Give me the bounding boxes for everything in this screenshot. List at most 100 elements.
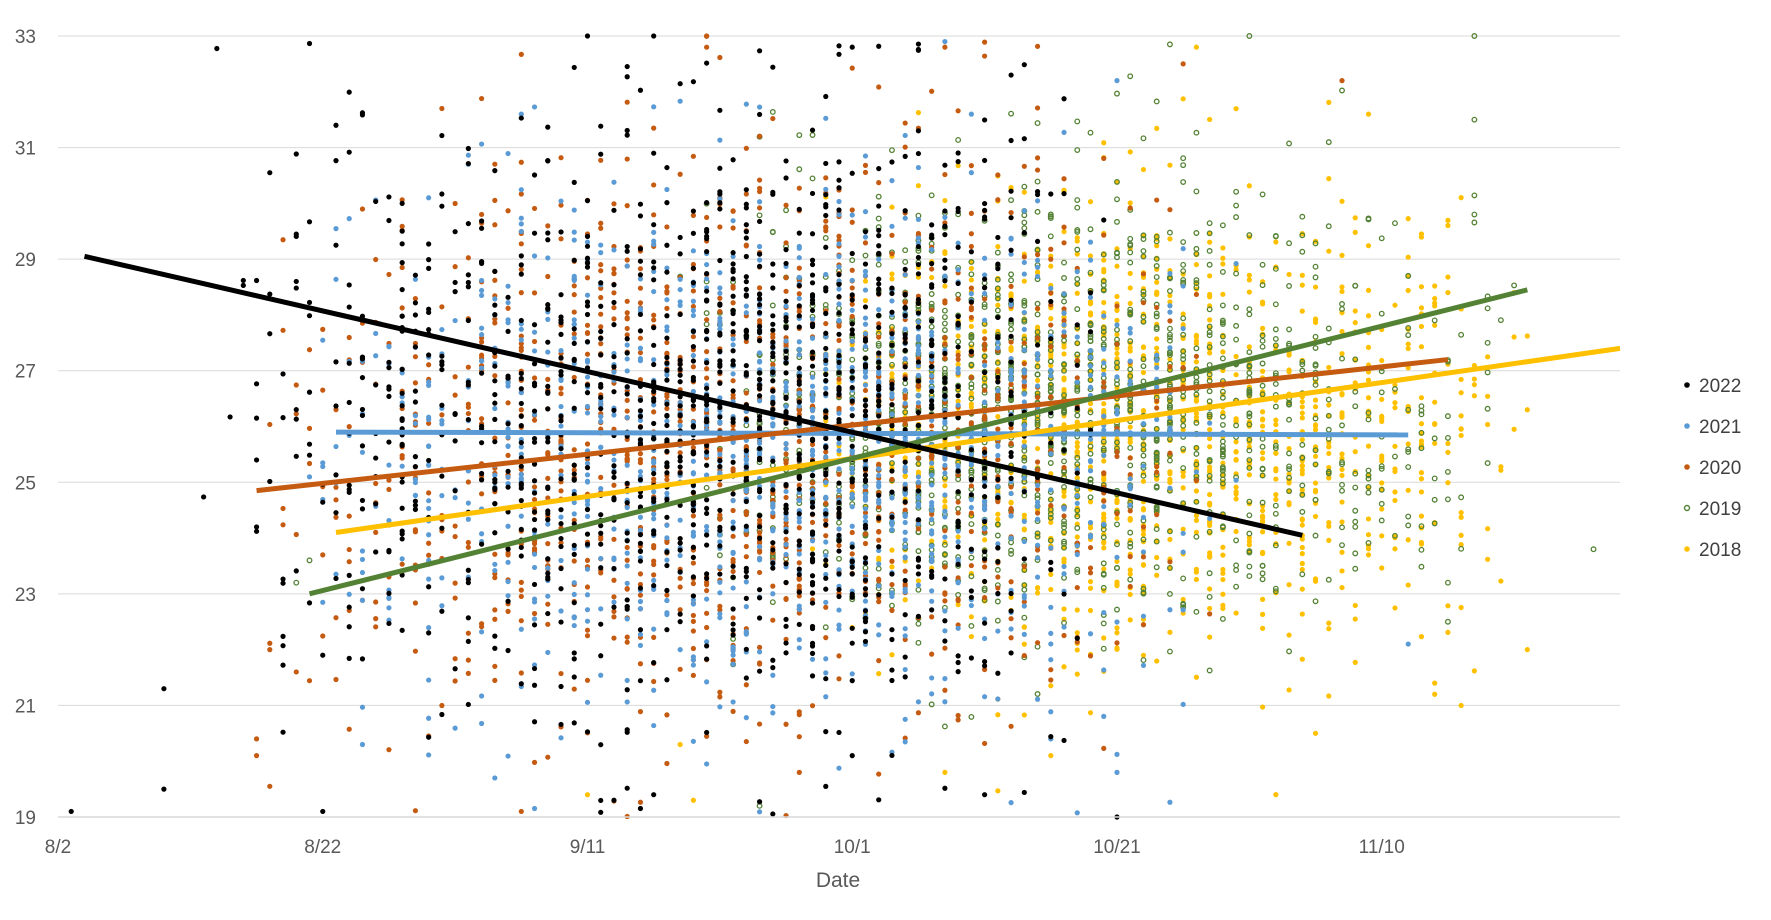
data-point xyxy=(1008,635,1014,641)
data-point xyxy=(558,735,564,741)
data-point xyxy=(1497,317,1504,324)
data-point xyxy=(704,524,710,530)
data-point xyxy=(1140,452,1147,459)
data-point xyxy=(1087,443,1094,450)
data-point xyxy=(1101,232,1107,238)
data-point xyxy=(1114,196,1120,203)
data-point xyxy=(1339,351,1345,357)
data-point xyxy=(1484,369,1491,376)
data-point xyxy=(823,656,829,662)
data-point xyxy=(1154,291,1160,298)
data-point xyxy=(1180,365,1186,371)
data-point xyxy=(1418,231,1425,237)
data-point xyxy=(770,526,776,533)
data-point xyxy=(902,132,908,139)
data-point xyxy=(518,187,524,193)
data-point xyxy=(982,694,988,700)
data-point xyxy=(1167,162,1173,168)
data-point xyxy=(770,583,776,589)
data-point xyxy=(1272,442,1279,449)
data-point xyxy=(1166,334,1173,341)
data-point xyxy=(1219,467,1226,474)
data-point xyxy=(756,398,763,404)
data-point xyxy=(677,552,683,559)
data-point xyxy=(955,528,961,534)
data-point xyxy=(968,404,974,410)
data-point xyxy=(584,374,591,380)
data-point xyxy=(796,255,802,261)
data-point xyxy=(518,513,524,519)
data-point xyxy=(1101,635,1107,641)
data-point xyxy=(1207,515,1213,522)
data-point xyxy=(929,598,935,604)
data-point xyxy=(995,392,1001,398)
data-point xyxy=(862,331,869,337)
data-point xyxy=(1021,183,1028,190)
data-point xyxy=(1048,630,1054,636)
data-point xyxy=(823,175,829,181)
data-point xyxy=(862,268,869,274)
data-point xyxy=(571,229,577,235)
data-point xyxy=(902,215,908,221)
data-point xyxy=(651,577,657,583)
data-point xyxy=(756,212,763,219)
data-point xyxy=(1286,326,1293,333)
data-point xyxy=(1114,751,1120,757)
data-point xyxy=(1206,388,1213,395)
data-point xyxy=(743,390,749,396)
data-point xyxy=(876,180,882,186)
data-point xyxy=(452,678,458,684)
data-point xyxy=(1166,288,1173,294)
data-point xyxy=(876,334,882,340)
data-point xyxy=(571,207,577,213)
data-point xyxy=(584,633,591,639)
data-point xyxy=(982,290,988,297)
data-point xyxy=(1114,90,1120,97)
data-point xyxy=(1339,355,1345,362)
data-point xyxy=(545,754,551,760)
data-point xyxy=(995,696,1001,702)
data-point xyxy=(955,402,961,408)
data-point xyxy=(730,453,736,459)
data-point xyxy=(1034,555,1041,561)
data-point xyxy=(1127,508,1133,514)
data-point xyxy=(1471,33,1478,39)
data-point xyxy=(1299,410,1305,416)
data-point xyxy=(783,338,789,344)
data-point xyxy=(1352,356,1359,363)
data-point xyxy=(849,671,855,677)
data-point xyxy=(941,314,948,321)
data-point xyxy=(1154,416,1160,423)
data-point xyxy=(876,658,882,664)
data-point xyxy=(1299,361,1306,368)
data-point xyxy=(1339,584,1345,591)
data-point xyxy=(320,387,326,393)
data-point xyxy=(981,301,988,308)
data-point xyxy=(994,307,1001,314)
data-point xyxy=(862,278,869,284)
data-point xyxy=(994,285,1001,292)
data-point xyxy=(598,324,604,330)
data-point xyxy=(1273,417,1279,423)
data-point xyxy=(743,145,749,151)
data-point xyxy=(1392,466,1398,472)
data-point xyxy=(836,471,842,477)
data-point xyxy=(849,338,855,344)
data-point xyxy=(1299,248,1306,255)
data-point xyxy=(1127,407,1134,414)
data-point xyxy=(611,369,617,375)
data-point xyxy=(1272,335,1279,342)
data-point xyxy=(1021,439,1027,445)
data-point xyxy=(1233,439,1239,445)
data-point xyxy=(651,357,657,363)
data-point xyxy=(1021,614,1028,621)
data-point xyxy=(452,725,458,731)
data-point xyxy=(717,137,723,143)
data-point xyxy=(1100,438,1107,445)
data-point xyxy=(1114,640,1120,646)
data-point xyxy=(1219,222,1226,229)
data-point xyxy=(320,599,326,605)
data-point xyxy=(1074,246,1081,253)
data-point xyxy=(518,290,524,296)
data-point xyxy=(505,552,511,558)
